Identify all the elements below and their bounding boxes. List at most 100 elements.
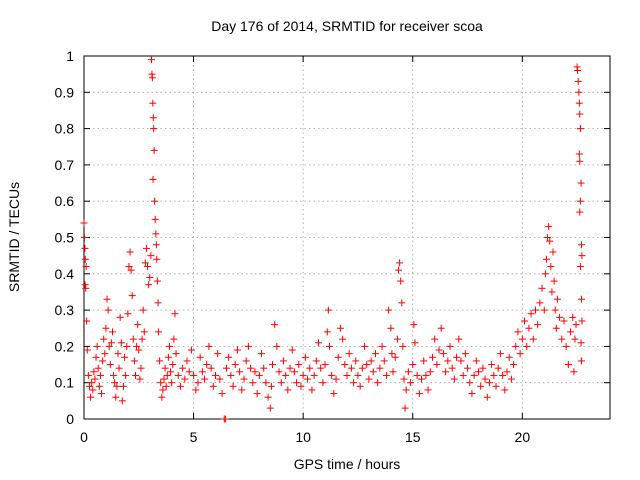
data-point xyxy=(101,350,109,358)
y-tick-label: 0.4 xyxy=(55,266,75,282)
data-point xyxy=(148,56,156,64)
data-point xyxy=(470,371,478,379)
data-point xyxy=(96,371,104,379)
data-point xyxy=(529,335,537,343)
data-point xyxy=(244,342,252,350)
data-point xyxy=(475,368,482,376)
data-point xyxy=(310,371,318,379)
data-point xyxy=(553,295,561,303)
data-point xyxy=(499,371,507,379)
data-point xyxy=(413,371,421,379)
data-point xyxy=(407,379,415,387)
data-point xyxy=(279,357,287,365)
data-point xyxy=(575,99,583,107)
data-point xyxy=(483,393,491,401)
data-point xyxy=(523,342,531,350)
data-point xyxy=(531,306,539,314)
data-point xyxy=(133,342,141,350)
data-point xyxy=(80,219,88,227)
data-point xyxy=(99,357,107,365)
x-tick-label: 10 xyxy=(295,429,311,445)
data-point xyxy=(435,346,443,354)
data-point xyxy=(231,361,239,369)
data-point xyxy=(330,390,338,398)
data-point xyxy=(304,375,312,383)
x-tick-label: 15 xyxy=(405,429,421,445)
data-point xyxy=(149,99,157,107)
data-point xyxy=(169,361,177,369)
data-point xyxy=(266,404,274,412)
data-point xyxy=(536,299,544,307)
data-point xyxy=(84,371,92,379)
data-point xyxy=(550,277,558,285)
data-point xyxy=(146,273,154,281)
data-point xyxy=(387,324,395,332)
data-point xyxy=(418,375,426,383)
data-point xyxy=(242,357,250,365)
data-point xyxy=(164,353,172,361)
data-point xyxy=(129,335,137,343)
data-point xyxy=(162,382,170,390)
data-point xyxy=(107,339,115,347)
data-point xyxy=(444,357,452,365)
data-point xyxy=(570,368,578,376)
data-point xyxy=(264,393,272,401)
data-point xyxy=(572,321,580,329)
data-point xyxy=(160,375,168,383)
data-point xyxy=(227,371,235,379)
y-tick-label: 0.5 xyxy=(55,230,75,246)
data-point xyxy=(332,375,340,383)
data-point xyxy=(575,150,583,158)
data-point xyxy=(185,368,193,376)
data-point xyxy=(439,350,447,358)
data-point xyxy=(576,110,584,118)
data-point xyxy=(574,77,582,85)
data-point xyxy=(358,364,366,372)
data-point xyxy=(396,259,404,267)
data-point xyxy=(461,350,469,358)
data-point xyxy=(176,382,184,390)
data-point xyxy=(88,379,96,387)
data-point xyxy=(171,310,179,318)
data-point xyxy=(286,364,294,372)
data-point xyxy=(255,371,263,379)
data-point xyxy=(81,255,89,263)
data-point xyxy=(113,382,121,390)
data-point xyxy=(512,342,520,350)
data-point xyxy=(540,306,548,314)
data-point xyxy=(490,371,498,379)
y-tick-label: 0.9 xyxy=(55,84,75,100)
data-point xyxy=(198,368,206,376)
data-point xyxy=(205,342,213,350)
data-point xyxy=(464,364,472,372)
data-point xyxy=(468,390,476,398)
data-point xyxy=(578,317,586,325)
data-point xyxy=(140,328,148,336)
data-point xyxy=(496,350,504,358)
data-point xyxy=(571,335,579,343)
data-point xyxy=(301,353,309,361)
data-point xyxy=(398,299,406,307)
data-point xyxy=(485,379,493,387)
data-point xyxy=(90,368,98,376)
data-point xyxy=(117,339,125,347)
data-point xyxy=(273,342,281,350)
data-point xyxy=(376,364,384,372)
data-point xyxy=(98,390,106,398)
data-point xyxy=(558,335,566,343)
data-point xyxy=(167,368,175,376)
data-point xyxy=(374,379,382,387)
data-point xyxy=(578,241,586,249)
data-point xyxy=(136,375,144,383)
data-point xyxy=(576,208,584,216)
data-point xyxy=(209,382,217,390)
data-point xyxy=(380,357,388,365)
data-point xyxy=(92,353,100,361)
data-point xyxy=(127,266,135,274)
data-point xyxy=(551,306,559,314)
data-point xyxy=(299,371,307,379)
data-point xyxy=(576,263,584,271)
data-point xyxy=(356,382,364,390)
data-point xyxy=(453,353,461,361)
